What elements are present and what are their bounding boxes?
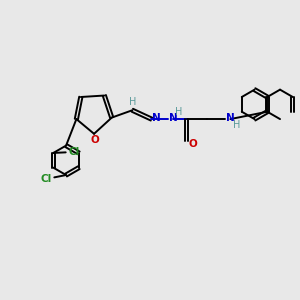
Text: Cl: Cl xyxy=(68,147,80,158)
Text: O: O xyxy=(189,139,198,148)
Text: O: O xyxy=(90,135,99,145)
Text: H: H xyxy=(129,97,137,107)
Text: Cl: Cl xyxy=(40,174,52,184)
Text: H: H xyxy=(232,120,240,130)
Text: N: N xyxy=(169,112,177,123)
Text: H: H xyxy=(175,107,182,117)
Text: N: N xyxy=(226,112,235,123)
Text: N: N xyxy=(152,112,161,123)
